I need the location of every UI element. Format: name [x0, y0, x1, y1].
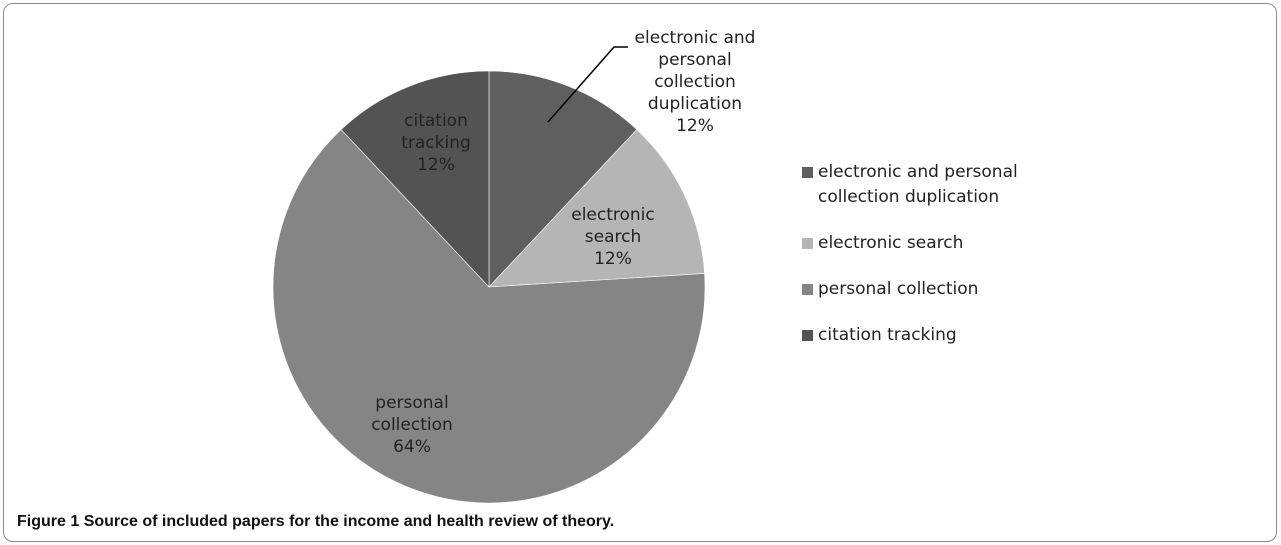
legend-swatch: [802, 238, 813, 249]
pie-slice: [272, 129, 706, 504]
legend-swatch: [802, 330, 813, 341]
legend-swatch: [802, 284, 813, 295]
figure-caption: Figure 1 Source of included papers for t…: [17, 513, 614, 531]
caption-text: Source of included papers for the income…: [83, 513, 615, 530]
legend-label: electronic and personal collection dupli…: [818, 162, 1018, 207]
legend: electronic and personal collection dupli…: [800, 160, 1060, 348]
legend-item: electronic search: [800, 231, 1060, 256]
slice-label: personal collection 64%: [371, 393, 453, 457]
legend-label: electronic search: [818, 233, 964, 253]
pie-slice: [340, 70, 490, 288]
pie-slice: [488, 70, 638, 288]
pie-slice: [488, 129, 705, 288]
slice-label: electronic and personal collection duplicat…: [635, 28, 756, 136]
slice-label: citation tracking 12%: [401, 111, 471, 175]
legend-item: electronic and personal collection dupli…: [800, 160, 1060, 210]
figure-number: Figure 1: [17, 513, 80, 530]
legend-item: citation tracking: [800, 323, 1060, 348]
legend-label: citation tracking: [818, 325, 957, 345]
leader-line: [547, 46, 628, 123]
legend-swatch: [802, 167, 813, 178]
slice-label: electronic search 12%: [571, 205, 655, 269]
legend-item: personal collection: [800, 277, 1060, 302]
legend-label: personal collection: [818, 279, 979, 299]
